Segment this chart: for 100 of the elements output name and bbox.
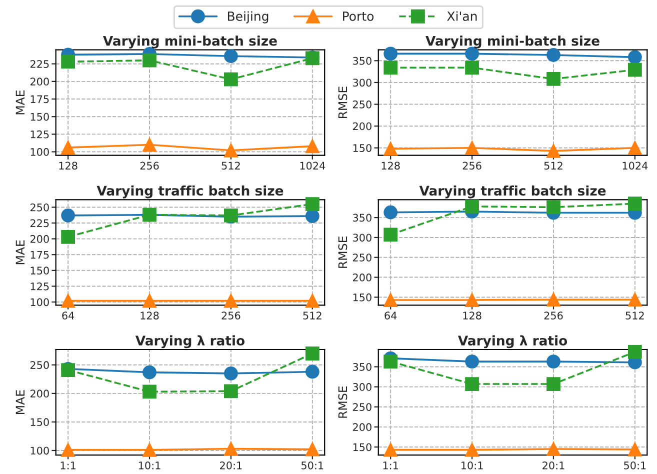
x-tick-label: 10:1 bbox=[138, 461, 160, 470]
point bbox=[61, 294, 76, 308]
point bbox=[546, 200, 560, 214]
y-tick-label: 125 bbox=[30, 282, 49, 290]
y-tick-label: 250 bbox=[30, 203, 49, 212]
legend-label: Porto bbox=[343, 12, 374, 21]
x-tick-label: 1:1 bbox=[383, 462, 398, 470]
x-tick-label: 1024 bbox=[300, 162, 326, 170]
point bbox=[224, 442, 238, 456]
chart-title: Varying mini-batch size bbox=[426, 36, 600, 48]
x-tick-label: 256 bbox=[222, 312, 240, 320]
y-tick-label: 350 bbox=[353, 362, 372, 371]
point bbox=[305, 209, 320, 224]
y-tick-label: 200 bbox=[30, 390, 49, 398]
point bbox=[465, 377, 479, 391]
point bbox=[628, 196, 642, 211]
x-tick-label: 64 bbox=[384, 312, 397, 320]
x-tick-label: 1:1 bbox=[60, 462, 76, 470]
y-tick-label: 250 bbox=[353, 403, 372, 411]
point bbox=[546, 144, 560, 158]
chart-title: Varying mini-batch size bbox=[103, 36, 277, 48]
y-tick-label: 175 bbox=[30, 250, 49, 259]
x-tick-label: 128 bbox=[140, 312, 159, 320]
y-tick-label: 150 bbox=[353, 443, 372, 452]
point bbox=[305, 442, 320, 456]
x-tick-label: 256 bbox=[462, 162, 482, 170]
point bbox=[546, 442, 560, 456]
point bbox=[61, 442, 76, 457]
point bbox=[224, 143, 238, 158]
y-tick-label: 175 bbox=[30, 95, 49, 104]
point bbox=[546, 377, 560, 391]
chart-title: Varying traffic batch size bbox=[96, 185, 284, 198]
point bbox=[546, 48, 560, 62]
point bbox=[305, 197, 320, 212]
x-tick-label: 512 bbox=[222, 162, 240, 170]
legend-label: Xi'an bbox=[447, 11, 477, 21]
point bbox=[628, 344, 642, 359]
point bbox=[224, 49, 238, 64]
point bbox=[61, 54, 76, 69]
y-tick-label: 200 bbox=[353, 423, 372, 432]
point bbox=[142, 294, 156, 308]
y-tick-label: 250 bbox=[353, 254, 372, 262]
chart-title: Varying λ ratio bbox=[135, 335, 245, 348]
point bbox=[61, 208, 76, 222]
y-tick-label: 250 bbox=[353, 100, 372, 108]
y-tick-label: 300 bbox=[353, 234, 372, 242]
y-tick-label: 300 bbox=[353, 383, 372, 391]
y-axis-title: MAE bbox=[16, 390, 24, 414]
point bbox=[465, 293, 479, 307]
y-tick-label: 250 bbox=[30, 361, 49, 370]
point bbox=[142, 384, 156, 399]
point bbox=[61, 140, 76, 155]
point bbox=[305, 139, 320, 154]
point bbox=[384, 142, 398, 156]
y-axis-title: MAE bbox=[16, 240, 24, 264]
point bbox=[546, 72, 560, 86]
y-tick-label: 100 bbox=[30, 148, 49, 156]
point bbox=[224, 72, 238, 86]
y-tick-label: 100 bbox=[30, 446, 49, 455]
x-tick-label: 50:1 bbox=[624, 461, 646, 470]
point bbox=[224, 294, 238, 308]
point bbox=[628, 50, 642, 64]
point bbox=[384, 46, 398, 61]
x-tick-label: 512 bbox=[303, 312, 322, 320]
y-tick-label: 150 bbox=[30, 112, 49, 121]
y-tick-label: 350 bbox=[353, 56, 372, 65]
y-tick-label: 200 bbox=[353, 122, 372, 130]
x-tick-label: 64 bbox=[62, 312, 74, 320]
x-tick-label: 128 bbox=[382, 162, 400, 170]
y-tick-label: 200 bbox=[353, 274, 372, 282]
point bbox=[546, 354, 560, 368]
y-axis-title: MAE bbox=[16, 90, 24, 114]
point bbox=[465, 354, 479, 368]
point bbox=[465, 442, 479, 457]
point bbox=[305, 364, 320, 379]
x-tick-label: 20:1 bbox=[542, 461, 564, 470]
y-tick-label: 225 bbox=[30, 60, 49, 68]
point bbox=[384, 205, 398, 220]
y-tick-label: 225 bbox=[30, 219, 49, 228]
point bbox=[628, 140, 642, 155]
x-tick-label: 10:1 bbox=[461, 461, 483, 470]
x-tick-label: 256 bbox=[544, 312, 563, 320]
point bbox=[465, 60, 479, 75]
legend-label: Beijing bbox=[228, 11, 268, 24]
chart-title: Varying λ ratio bbox=[458, 335, 568, 348]
x-tick-label: 256 bbox=[140, 162, 159, 170]
y-tick-label: 300 bbox=[353, 78, 372, 87]
x-tick-label: 128 bbox=[59, 162, 78, 170]
point bbox=[628, 292, 642, 307]
point bbox=[305, 346, 320, 360]
y-tick-label: 200 bbox=[30, 235, 49, 243]
x-tick-label: 1024 bbox=[622, 162, 648, 170]
point bbox=[142, 53, 156, 68]
y-tick-label: 200 bbox=[30, 78, 49, 86]
point bbox=[224, 384, 238, 398]
point bbox=[384, 60, 398, 75]
point bbox=[384, 293, 398, 307]
point bbox=[465, 140, 479, 155]
x-tick-label: 20:1 bbox=[220, 461, 242, 470]
point bbox=[142, 442, 156, 457]
